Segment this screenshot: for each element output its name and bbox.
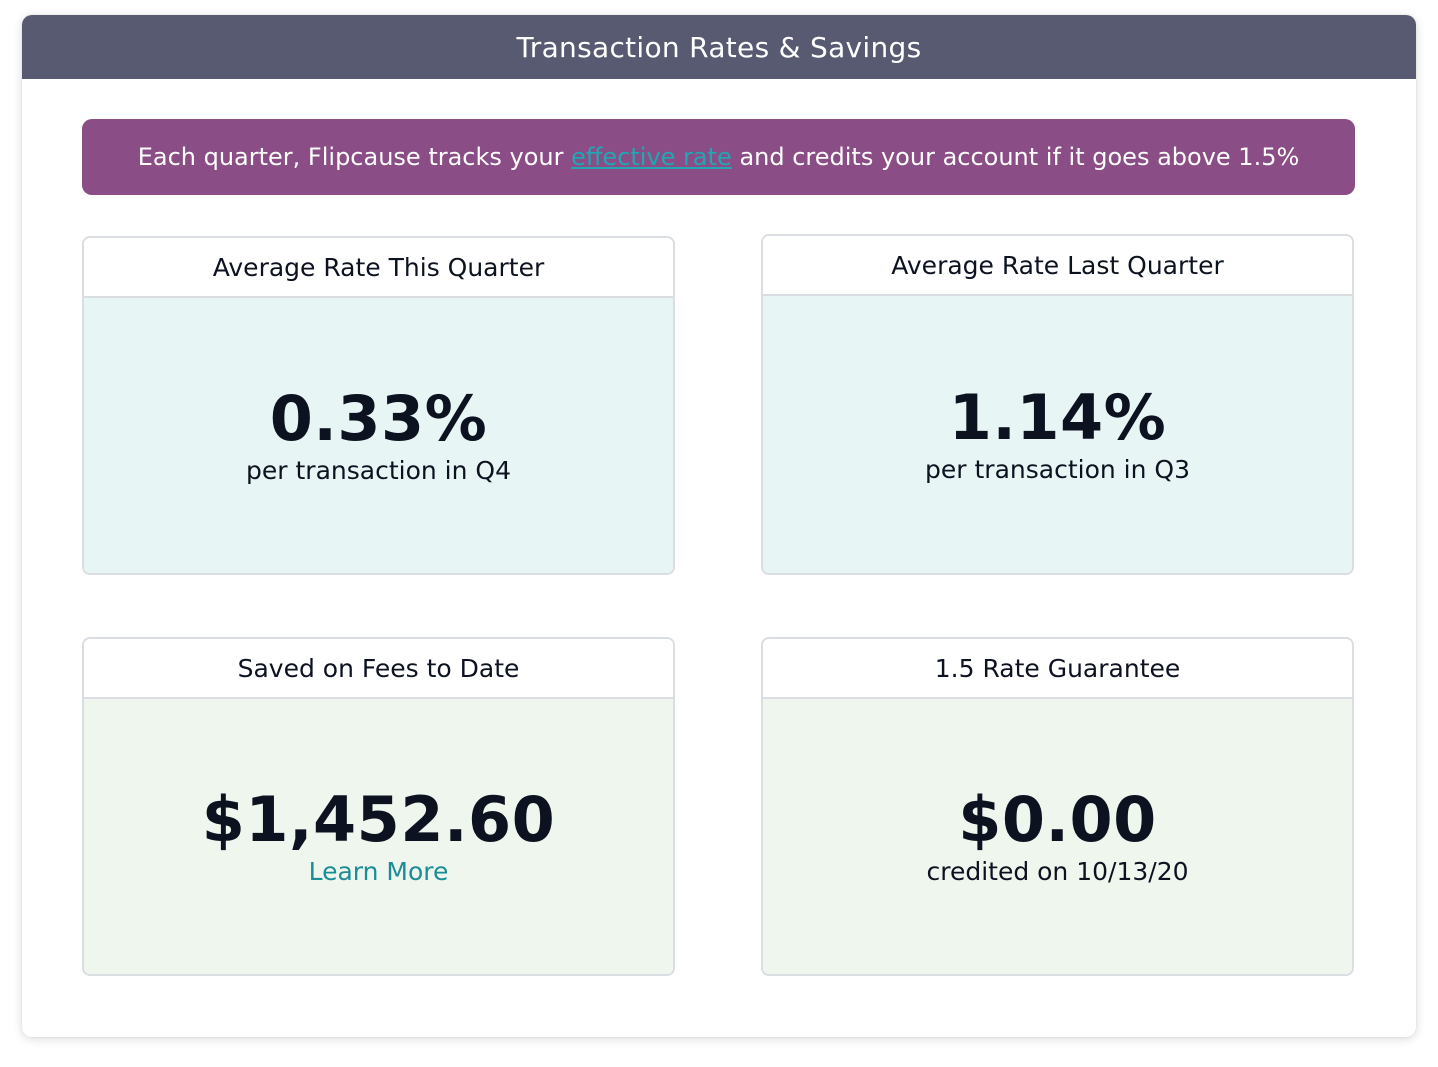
card-header: Average Rate Last Quarter <box>763 236 1352 296</box>
card-saved-on-fees: Saved on Fees to Date $1,452.60 Learn Mo… <box>82 637 675 976</box>
card-header: 1.5 Rate Guarantee <box>763 639 1352 699</box>
card-title: Average Rate Last Quarter <box>891 250 1224 280</box>
card-average-rate-last-quarter: Average Rate Last Quarter 1.14% per tran… <box>761 234 1354 575</box>
effective-rate-link[interactable]: effective rate <box>571 143 732 171</box>
banner-text-after: and credits your account if it goes abov… <box>731 143 1300 171</box>
learn-more-link[interactable]: Learn More <box>308 856 449 886</box>
credit-caption: credited on 10/13/20 <box>926 856 1189 886</box>
credit-value: $0.00 <box>958 783 1157 857</box>
rate-caption: per transaction in Q4 <box>246 455 511 485</box>
card-header: Saved on Fees to Date <box>84 639 673 699</box>
transaction-rates-panel: Transaction Rates & Savings Each quarter… <box>22 15 1416 1037</box>
card-rate-guarantee: 1.5 Rate Guarantee $0.00 credited on 10/… <box>761 637 1354 976</box>
card-average-rate-this-quarter: Average Rate This Quarter 0.33% per tran… <box>82 236 675 575</box>
info-banner: Each quarter, Flipcause tracks your effe… <box>82 119 1355 195</box>
rate-value: 0.33% <box>269 382 488 456</box>
card-title: Saved on Fees to Date <box>237 653 520 683</box>
card-body: 1.14% per transaction in Q3 <box>763 296 1352 573</box>
card-title: Average Rate This Quarter <box>212 252 545 282</box>
savings-value: $1,452.60 <box>201 783 556 857</box>
card-title: 1.5 Rate Guarantee <box>934 653 1181 683</box>
card-body: $1,452.60 Learn More <box>84 699 673 974</box>
banner-text-before: Each quarter, Flipcause tracks your <box>137 143 572 171</box>
rate-value: 1.14% <box>948 381 1167 455</box>
card-body: $0.00 credited on 10/13/20 <box>763 699 1352 974</box>
panel-title: Transaction Rates & Savings <box>516 30 922 64</box>
card-body: 0.33% per transaction in Q4 <box>84 298 673 573</box>
card-header: Average Rate This Quarter <box>84 238 673 298</box>
rate-caption: per transaction in Q3 <box>925 454 1190 484</box>
panel-header: Transaction Rates & Savings <box>22 15 1416 79</box>
